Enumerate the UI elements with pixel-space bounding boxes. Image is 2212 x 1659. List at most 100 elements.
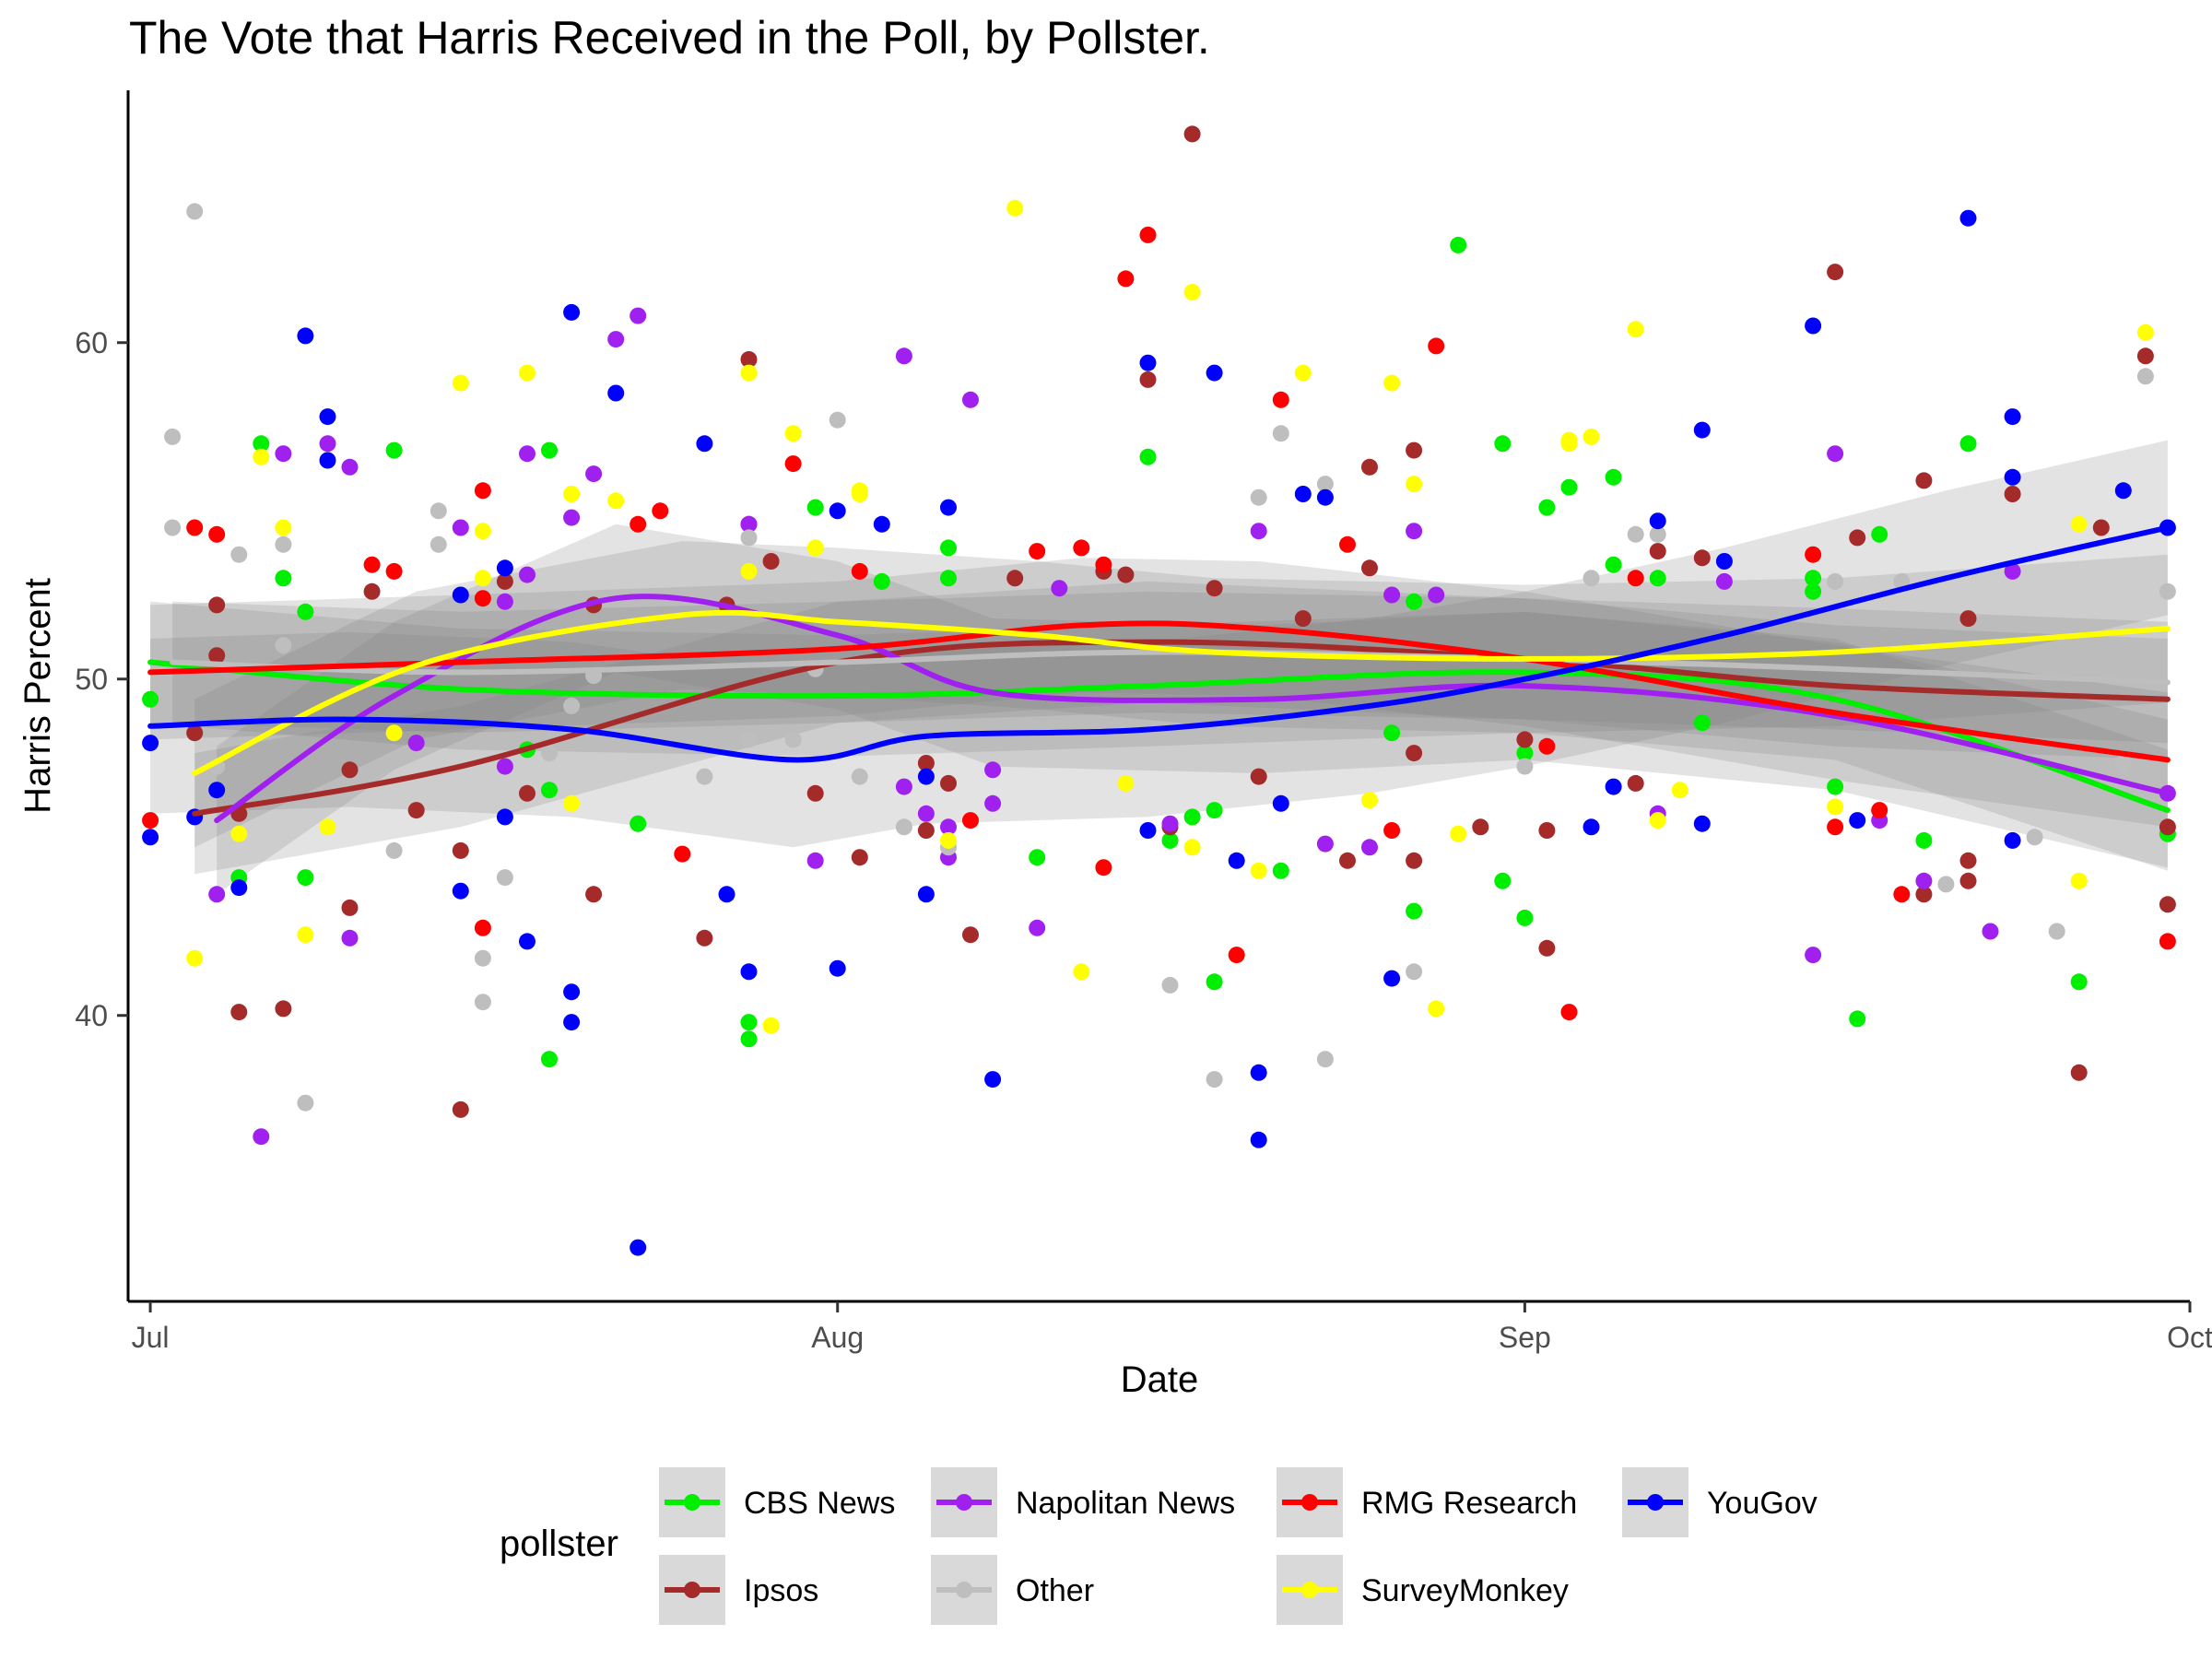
- data-point: [1206, 1071, 1223, 1088]
- data-point: [1406, 852, 1423, 869]
- data-point: [607, 331, 625, 348]
- y-tick-label: 40: [75, 999, 108, 1032]
- data-point: [319, 818, 336, 836]
- data-point: [829, 411, 846, 429]
- data-point: [2070, 872, 2088, 889]
- data-point: [806, 784, 824, 802]
- data-point: [541, 782, 558, 799]
- data-point: [1006, 199, 1024, 217]
- x-axis-title: Date: [1121, 1359, 1199, 1400]
- data-point: [164, 519, 182, 536]
- data-point: [1494, 435, 1512, 453]
- y-tick-label: 50: [75, 663, 108, 696]
- data-point: [740, 1014, 758, 1031]
- data-point: [1516, 909, 1534, 926]
- data-point: [1383, 822, 1401, 839]
- data-point: [363, 556, 381, 573]
- data-point: [652, 502, 669, 520]
- data-point: [962, 391, 979, 408]
- data-point: [1161, 976, 1179, 994]
- data-point: [208, 886, 226, 903]
- data-point: [895, 818, 912, 836]
- data-point: [784, 731, 802, 748]
- data-point: [940, 570, 957, 587]
- data-point: [2004, 408, 2021, 426]
- data-point: [1538, 499, 1556, 516]
- data-point: [1161, 831, 1179, 849]
- data-point: [629, 1239, 647, 1256]
- data-point: [1915, 831, 1933, 849]
- data-point: [1272, 862, 1289, 879]
- data-point: [917, 768, 935, 785]
- data-point: [208, 525, 226, 543]
- data-point: [319, 435, 336, 453]
- data-point: [607, 384, 625, 402]
- data-point: [1605, 778, 1622, 795]
- data-point: [806, 499, 824, 516]
- data-point: [1029, 543, 1046, 560]
- series-rmg-research: [142, 226, 2176, 1021]
- data-point: [1516, 745, 1534, 762]
- data-point: [1206, 973, 1223, 991]
- data-points: [142, 125, 2176, 1256]
- data-point: [851, 562, 868, 580]
- data-point: [1272, 391, 1289, 408]
- data-point: [297, 1094, 314, 1112]
- data-point: [2092, 519, 2110, 536]
- data-point: [940, 774, 957, 792]
- data-point: [297, 926, 314, 944]
- trend-line-rmg-research: [147, 620, 2171, 763]
- data-point: [385, 441, 403, 459]
- data-point: [1250, 1131, 1267, 1148]
- data-point: [253, 435, 270, 453]
- band-napolitan-news: [217, 524, 2168, 895]
- data-point: [1206, 364, 1223, 382]
- data-point: [142, 690, 159, 708]
- data-point: [230, 546, 248, 563]
- data-point: [297, 603, 314, 620]
- data-point: [563, 303, 581, 321]
- data-point: [696, 435, 713, 453]
- data-point: [1272, 794, 1289, 812]
- legend-item-other: Other: [931, 1555, 1094, 1625]
- data-point: [1051, 580, 1068, 597]
- data-point: [806, 539, 824, 557]
- data-point: [1406, 441, 1423, 459]
- data-point: [1560, 1004, 1578, 1021]
- x-tick-label: Oct: [2167, 1321, 2212, 1354]
- data-point: [142, 829, 159, 846]
- data-point: [718, 886, 735, 903]
- legend-label: Ipsos: [744, 1573, 818, 1608]
- data-point: [1316, 1051, 1334, 1068]
- data-point: [1982, 923, 1999, 940]
- data-point: [2070, 515, 2088, 533]
- chart-title: The Vote that Harris Received in the Pol…: [129, 12, 1210, 64]
- data-point: [319, 408, 336, 426]
- data-point: [940, 831, 957, 849]
- data-point: [1139, 371, 1157, 388]
- data-point: [1383, 724, 1401, 742]
- series-other: [164, 203, 2176, 1112]
- data-point: [2159, 582, 2176, 600]
- data-point: [1516, 758, 1534, 775]
- data-point: [1627, 570, 1644, 587]
- data-point: [2070, 973, 2088, 991]
- data-point: [208, 596, 226, 614]
- data-point: [429, 502, 447, 520]
- data-point: [629, 815, 647, 832]
- data-point: [1406, 745, 1423, 762]
- data-point: [740, 515, 758, 533]
- data-point: [1516, 731, 1534, 748]
- trend-line-ipsos: [192, 639, 2171, 817]
- data-point: [1250, 523, 1267, 540]
- data-point: [873, 515, 890, 533]
- data-point: [984, 761, 1002, 779]
- data-point: [1339, 852, 1356, 869]
- legend-label: SurveyMonkey: [1361, 1573, 1569, 1608]
- data-point: [1649, 512, 1666, 530]
- data-point: [496, 559, 513, 577]
- data-point: [1805, 570, 1822, 587]
- data-point: [1428, 337, 1445, 355]
- data-point: [1805, 582, 1822, 600]
- data-point: [1361, 559, 1378, 577]
